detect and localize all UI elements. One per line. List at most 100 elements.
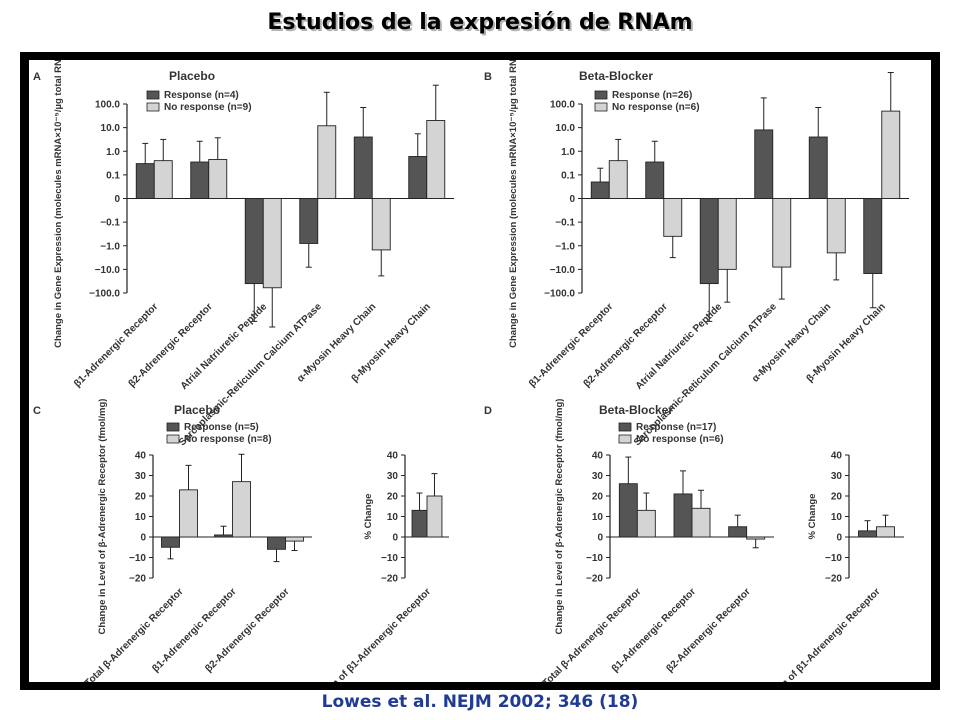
panel-b: B Beta-Blocker 100.0 10.0 1.0 0.1 0 −0.1 −1.0 −10… [484, 49, 909, 448]
panel-letter: D [484, 405, 492, 417]
y-tick-label: 1.0 [561, 147, 575, 158]
y-tick-label: 20 [831, 492, 843, 503]
x-category-label: Atrial Natriuretic Peptide [634, 301, 725, 392]
y-tick-label: −10.0 [95, 265, 121, 276]
y-tick-label: 0 [140, 533, 146, 544]
panel-title: Placebo [174, 403, 220, 417]
y-tick-label: 100.0 [95, 100, 120, 111]
legend-swatch [166, 422, 180, 432]
y-tick-label: 100.0 [550, 100, 575, 111]
panel-title: Beta-Blocker [579, 69, 653, 83]
y-tick-label: 40 [831, 451, 843, 462]
legend-entry: Response (n=17) [636, 422, 716, 433]
bar [881, 110, 901, 199]
y-axis-label: Change in Gene Expression (molecules mRN… [53, 60, 64, 348]
legend-entry: Response (n=4) [164, 90, 239, 101]
x-category-label: Proportion of β1-Adrenergic Receptor [298, 586, 433, 682]
bar [426, 495, 443, 538]
bar [411, 509, 428, 538]
y-tick-label: 20 [387, 492, 399, 503]
y-tick-label: 10 [592, 512, 604, 523]
bar [618, 483, 638, 538]
y-axis-label: % Change [807, 494, 818, 540]
y-tick-label: 10.0 [556, 123, 576, 134]
bar [161, 536, 180, 548]
bar [673, 493, 693, 538]
bar [772, 198, 792, 268]
legend-entry: No response (n=8) [184, 434, 272, 445]
y-tick-label: −20 [129, 574, 146, 585]
y-tick-label: 0 [392, 533, 398, 544]
y-tick-label: 40 [135, 451, 147, 462]
y-axis-label: % Change [363, 494, 374, 540]
bar [190, 161, 210, 199]
panel-title: Placebo [169, 69, 215, 83]
y-axis-label: Change in Level of β-Adrenergic Receptor… [97, 399, 108, 635]
bar [746, 536, 766, 540]
y-tick-label: −10 [129, 553, 146, 564]
legend-entry: No response (n=9) [164, 102, 252, 113]
bar [353, 136, 373, 199]
bar [826, 198, 846, 254]
panel-d: D Beta-Blocker 40 30 20 10 0 −10 −20 Change in Le… [484, 399, 774, 689]
bar [232, 481, 251, 538]
y-tick-label: 10 [387, 512, 399, 523]
legend-entry: No response (n=6) [612, 102, 700, 113]
y-tick-label: −100.0 [89, 289, 120, 300]
y-tick-label: 30 [135, 471, 147, 482]
y-tick-label: 0 [597, 533, 603, 544]
bar [371, 198, 391, 251]
bar [728, 526, 748, 538]
bar [179, 489, 198, 538]
slide-title: Estudios de la expresión de RNAm [267, 10, 693, 35]
y-axis-label: Change in Gene Expression (molecules mRN… [508, 60, 519, 348]
bar [858, 530, 877, 538]
y-tick-label: 0.1 [106, 170, 120, 181]
bar [636, 509, 656, 538]
bar [717, 198, 737, 270]
bar [299, 198, 319, 244]
y-tick-label: −10 [586, 553, 603, 564]
panel-letter: B [484, 71, 492, 83]
citation: Lowes et al. NEJM 2002; 346 (18) [321, 692, 639, 712]
panel-letter: C [33, 405, 41, 417]
legend-swatch [146, 102, 160, 112]
bar [285, 536, 304, 542]
y-tick-label: 10 [135, 512, 147, 523]
y-tick-label: 20 [592, 492, 604, 503]
bar [317, 125, 337, 199]
x-category-label: Atrial Natriuretic Peptide [179, 301, 270, 392]
bar [608, 160, 628, 199]
panel-title: Beta-Blocker [599, 403, 673, 417]
y-tick-label: −10 [381, 553, 398, 564]
y-tick-label: 30 [387, 471, 399, 482]
bar [663, 198, 683, 237]
y-tick-label: −10 [825, 553, 842, 564]
y-tick-label: 10.0 [101, 123, 121, 134]
figure-svg: A Placebo 100.0 10.0 1.0 0.1 0 −0.1 −1.0 −10.0 −10… [33, 49, 909, 720]
figure-canvas: A Placebo 100.0 10.0 1.0 0.1 0 −0.1 −1.0 −10.0 −10… [29, 49, 931, 720]
y-tick-label: 1.0 [106, 147, 120, 158]
bar [135, 163, 155, 199]
y-axis-label: Change in Level of β-Adrenergic Receptor… [554, 399, 565, 635]
y-tick-label: 0 [114, 194, 120, 205]
bar [691, 507, 711, 538]
bar [590, 181, 610, 199]
bar [408, 156, 428, 199]
y-tick-label: −1.0 [100, 241, 120, 252]
bar [426, 120, 446, 199]
bar [699, 198, 719, 285]
y-tick-label: 0 [569, 194, 575, 205]
y-tick-label: −100.0 [544, 289, 575, 300]
panel-d2: 40 30 20 10 0 −10 −20 % Change Proportion of β1-… [748, 451, 904, 720]
y-tick-label: 10 [831, 512, 843, 523]
y-tick-label: −20 [586, 574, 603, 585]
legend-entry: Response (n=5) [184, 422, 259, 433]
panel-c2: 40 30 20 10 0 −10 −20 % Change Proportion of β1-… [298, 451, 449, 720]
y-tick-label: 40 [387, 451, 399, 462]
y-tick-label: −20 [381, 574, 398, 585]
legend-swatch [618, 434, 632, 444]
bar [153, 160, 173, 199]
y-tick-label: 30 [592, 471, 604, 482]
y-tick-label: −0.1 [100, 218, 120, 229]
